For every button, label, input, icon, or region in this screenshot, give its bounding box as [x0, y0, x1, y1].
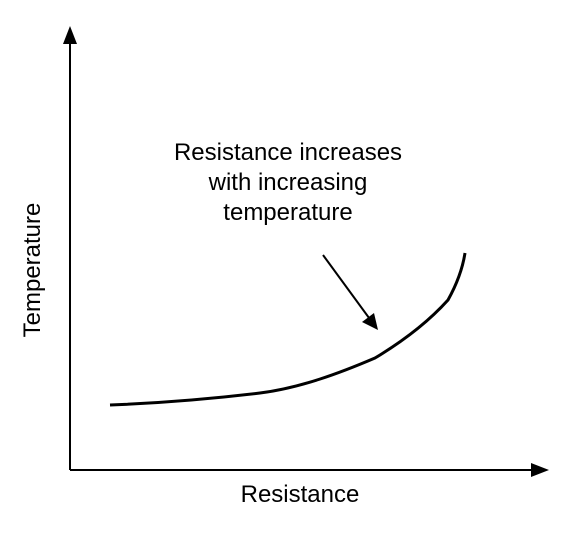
chart-container: Resistance increases with increasing tem… — [0, 0, 572, 536]
resistance-temperature-curve — [110, 253, 465, 405]
y-axis-arrow — [63, 26, 77, 44]
annotation-arrow-head — [362, 313, 378, 330]
x-axis-label: Resistance — [241, 481, 360, 508]
annotation-line-1: Resistance increases — [174, 139, 402, 166]
x-axis-arrow — [531, 463, 549, 477]
annotation-arrow-line — [323, 255, 372, 322]
y-axis-label: Temperature — [19, 203, 46, 338]
chart-svg: Resistance increases with increasing tem… — [0, 0, 572, 536]
annotation-line-2: with increasing — [208, 169, 368, 196]
annotation-line-3: temperature — [223, 199, 352, 226]
